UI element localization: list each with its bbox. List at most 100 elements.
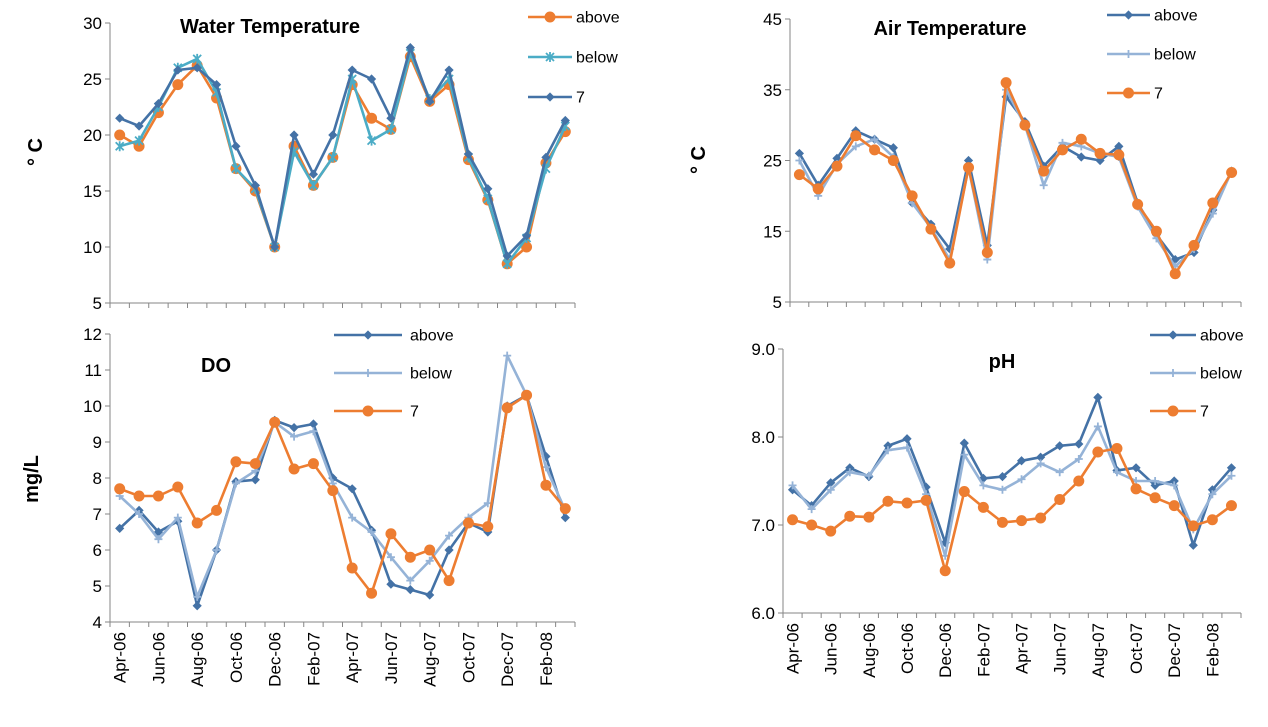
data-point (191, 517, 203, 529)
data-point (864, 471, 873, 480)
data-point (347, 484, 357, 494)
data-point (193, 592, 202, 601)
chart-panel-3: 4 5 6 7 8 9 10 11 12 Apr-06 Jun-06 Aug-06 Oct-06 Dec-… (21, 325, 576, 687)
legend-marker (544, 11, 556, 23)
data-point (1169, 476, 1179, 486)
y-tick-label: 6 (93, 541, 102, 560)
series-line (798, 88, 1233, 268)
data-point (1208, 209, 1217, 218)
legend-entry: below (1107, 47, 1196, 64)
y-tick-label: 12 (83, 325, 102, 344)
series-line (119, 46, 567, 258)
data-point (787, 514, 799, 526)
data-point (1170, 481, 1179, 490)
data-point (406, 576, 415, 585)
data-point (1206, 514, 1218, 526)
x-tick-label: Feb-07 (304, 632, 323, 686)
data-point (940, 538, 950, 548)
legend-label: below (1154, 47, 1196, 64)
legend-entry: below (334, 366, 452, 383)
x-tick-label: Aug-06 (860, 623, 879, 678)
data-point (231, 479, 240, 488)
data-point (825, 525, 837, 537)
data-point (1150, 225, 1162, 237)
data-point (793, 169, 805, 181)
y-tick-label: 10 (83, 397, 102, 416)
data-point (979, 481, 988, 490)
data-point (231, 141, 241, 151)
data-point (1132, 198, 1144, 210)
series-below (795, 85, 1236, 271)
data-point (1149, 492, 1161, 504)
data-point (366, 587, 378, 599)
legend-marker (1167, 405, 1179, 417)
data-point (114, 129, 126, 141)
data-point (1019, 119, 1031, 131)
data-point (978, 473, 988, 483)
data-point (249, 458, 261, 470)
data-point (997, 472, 1008, 482)
data-point (1226, 167, 1238, 179)
data-point (445, 531, 454, 540)
chart-title: pH (989, 351, 1016, 373)
data-point (1169, 268, 1181, 280)
data-point (386, 553, 395, 562)
data-point (806, 519, 818, 531)
legend-marker (545, 92, 555, 102)
chart-title: Water Temperature (180, 16, 360, 38)
data-point (425, 96, 435, 106)
data-point (309, 427, 318, 436)
data-point (444, 65, 454, 75)
data-point (1076, 152, 1086, 162)
y-tick-label: 10 (83, 238, 102, 257)
y-tick-label: 5 (773, 293, 782, 312)
data-point (231, 163, 241, 174)
y-tick-label: 25 (763, 152, 782, 171)
data-point (173, 513, 182, 522)
data-point (1188, 239, 1200, 251)
y-tick-label: 8 (93, 469, 102, 488)
data-point (503, 351, 512, 360)
legend-label: below (1200, 366, 1242, 383)
data-point (960, 450, 969, 459)
data-point (1092, 446, 1104, 458)
data-point (211, 504, 223, 516)
data-point (443, 575, 455, 587)
legend-marker (1123, 10, 1134, 20)
series-line (119, 393, 567, 595)
data-point (424, 544, 436, 556)
data-point (270, 242, 280, 252)
y-tick-label: 5 (93, 294, 102, 313)
data-point (308, 169, 319, 179)
data-point (1226, 463, 1237, 473)
y-tick-label: 9.0 (751, 340, 775, 359)
legend-entry: 7 (1107, 86, 1163, 103)
x-tick-label: Dec-07 (1165, 623, 1184, 678)
data-point (211, 80, 222, 90)
data-point (192, 53, 202, 64)
data-point (1017, 475, 1026, 484)
legend-marker (362, 405, 374, 417)
y-tick-label: 25 (83, 70, 102, 89)
data-point (1095, 155, 1105, 166)
data-point (844, 510, 856, 522)
y-tick-label: 8.0 (751, 428, 775, 447)
data-point (944, 257, 956, 269)
data-point (1093, 422, 1102, 431)
series-below (115, 351, 570, 601)
x-tick-label: Dec-07 (498, 632, 517, 687)
series-below (788, 422, 1236, 560)
legend-label: 7 (576, 90, 585, 107)
data-point (327, 485, 339, 497)
data-point (1036, 459, 1045, 468)
data-point (192, 601, 202, 611)
y-tick-label: 6.0 (751, 604, 775, 623)
data-point (172, 79, 184, 91)
legend-label: above (410, 328, 454, 345)
data-point (347, 65, 357, 75)
series-line (798, 95, 1233, 261)
data-point (1038, 165, 1050, 177)
legend-label: above (1200, 328, 1244, 345)
data-point (1036, 452, 1046, 462)
